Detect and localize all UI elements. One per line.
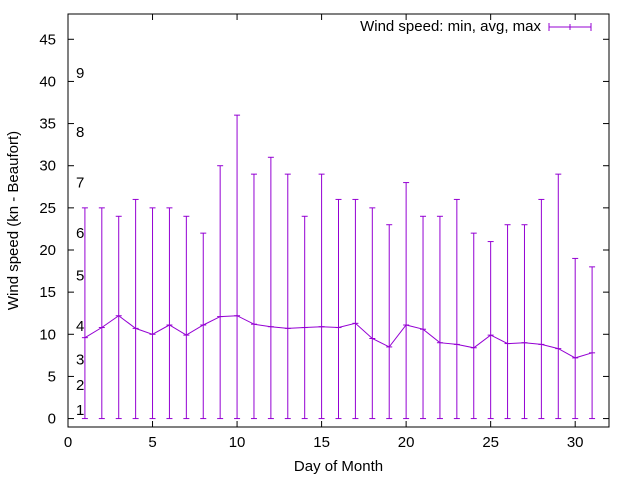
x-tick-label: 20: [398, 434, 415, 451]
x-tick-label: 0: [64, 434, 72, 451]
y-tick-label: 25: [39, 200, 56, 217]
y-tick-label: 5: [48, 368, 56, 385]
x-tick-label: 30: [567, 434, 584, 451]
legend-sample-errorbar: [548, 23, 592, 31]
avg-line: [84, 315, 593, 359]
y-tick-label: 10: [39, 326, 56, 343]
beaufort-label: 5: [76, 267, 84, 284]
plot-marks: [81, 114, 596, 420]
x-tick-label: 10: [229, 434, 246, 451]
beaufort-label: 2: [76, 377, 84, 394]
x-tick-label: 15: [313, 434, 330, 451]
y-tick-label: 30: [39, 158, 56, 175]
beaufort-label: 4: [76, 318, 84, 335]
y-tick-label: 40: [39, 73, 56, 90]
y-tick-label: 15: [39, 284, 56, 301]
x-axis-label: Day of Month: [294, 458, 383, 475]
y-tick-label: 35: [39, 116, 56, 133]
beaufort-label: 8: [76, 124, 84, 141]
beaufort-label: 6: [76, 225, 84, 242]
y-tick-label: 45: [39, 31, 56, 48]
x-tick-label: 5: [148, 434, 156, 451]
y-tick-label: 20: [39, 242, 56, 259]
x-tick-label: 25: [482, 434, 499, 451]
legend-label: Wind speed: min, avg, max: [360, 18, 541, 35]
plot-frame: [67, 13, 610, 428]
legend: Wind speed: min, avg, max: [360, 18, 592, 35]
y-tick-label: 0: [48, 411, 56, 428]
beaufort-label: 7: [76, 175, 84, 192]
beaufort-label: 3: [76, 352, 84, 369]
y-axis-label: Wind speed (kn - Beaufort): [5, 131, 22, 310]
beaufort-label: 9: [76, 65, 84, 82]
beaufort-label: 1: [76, 402, 84, 419]
